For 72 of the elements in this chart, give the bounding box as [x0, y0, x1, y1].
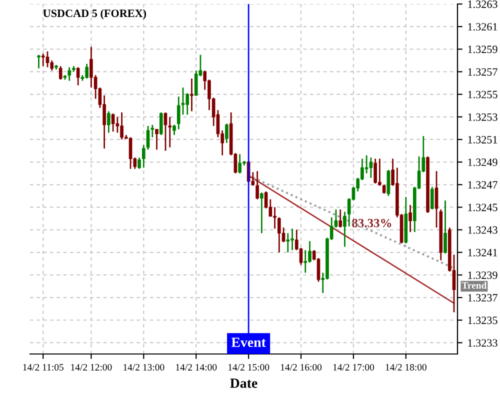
x-tick-label: 14/2 18:00	[386, 364, 426, 371]
candlestick	[186, 92, 190, 116]
candlestick	[434, 170, 438, 228]
candlestick	[159, 112, 163, 136]
candlestick	[116, 116, 120, 134]
candlestick	[386, 169, 390, 197]
y-tick-label: 1.3247	[468, 181, 498, 189]
candlestick	[58, 65, 62, 80]
candlestick	[155, 128, 158, 150]
candlestick	[164, 112, 168, 152]
candlestick	[430, 186, 434, 210]
text: Trend	[462, 282, 487, 289]
candlestick	[50, 60, 54, 72]
candlestick	[190, 78, 194, 112]
candlestick	[37, 54, 40, 70]
candlestick	[85, 63, 88, 80]
y-tick-label: 1.3243	[468, 226, 498, 234]
y-tick-label: 1.3245	[468, 204, 498, 212]
annotation: 83.33%	[352, 218, 392, 228]
y-tick-label: 1.3233	[468, 339, 498, 347]
candlestick	[286, 232, 290, 254]
y-tick-label: 1.3249	[468, 158, 498, 166]
candlestick	[273, 206, 276, 230]
y-tick-label: 1.3255	[468, 90, 498, 98]
candlestick	[150, 124, 154, 138]
candlestick	[46, 50, 50, 68]
candlestick	[111, 112, 115, 132]
candlestick	[338, 208, 342, 228]
candlestick	[343, 211, 346, 248]
candlestick	[142, 144, 146, 168]
y-tick-label: 1.3237	[468, 294, 498, 302]
candlestick	[256, 170, 259, 200]
candlestick	[369, 156, 373, 179]
y-tick-label: 1.3251	[468, 136, 498, 144]
chart-title: USDCAD 5 (FOREX)	[43, 9, 146, 20]
candlestick	[225, 122, 228, 144]
ref-line-label: Event	[231, 338, 266, 348]
y-tick-label: 1.3259	[468, 46, 498, 54]
candlestick	[146, 125, 150, 150]
candlestick	[194, 70, 198, 96]
candlestick	[168, 116, 172, 148]
y-tick-label: 1.3241	[468, 248, 498, 256]
x-axis-title: Date	[230, 378, 258, 388]
candlestick	[68, 66, 71, 82]
x-tick-label: 14/2 13:00	[124, 364, 164, 371]
y-tick-label: 1.3253	[468, 113, 498, 121]
candlestick	[41, 52, 45, 67]
x-tick-label: 14/2 16:00	[280, 364, 322, 371]
y-tick-label: 1.3261	[468, 23, 498, 31]
candlestick	[382, 184, 386, 194]
y-tick-label: 1.3263	[468, 0, 498, 8]
candlestick	[90, 46, 93, 88]
x-tick-label: 14/2 15:00	[228, 364, 270, 371]
candlestick	[172, 124, 176, 136]
candlestick	[260, 192, 264, 234]
candlestick	[277, 216, 281, 254]
y-tick-label: 1.3239	[468, 271, 498, 279]
x-tick-label: 14/2 11:05	[23, 364, 64, 371]
y-tick-label: 1.3257	[468, 68, 498, 76]
candlestick	[76, 66, 80, 86]
candlestick	[176, 96, 180, 130]
candlestick	[304, 249, 308, 274]
candlestick	[138, 156, 141, 170]
y-tick-label: 1.3235	[468, 316, 498, 324]
candlestick	[181, 86, 185, 116]
candlestick	[444, 200, 447, 254]
candlestick	[408, 204, 412, 233]
x-tick-label: 14/2 12:00	[71, 364, 112, 371]
x-tick-label: 14/2 17:00	[333, 364, 374, 371]
candlestick	[128, 136, 132, 170]
x-tick-label: 14/2 14:00	[176, 364, 217, 371]
candlestick	[107, 110, 110, 134]
